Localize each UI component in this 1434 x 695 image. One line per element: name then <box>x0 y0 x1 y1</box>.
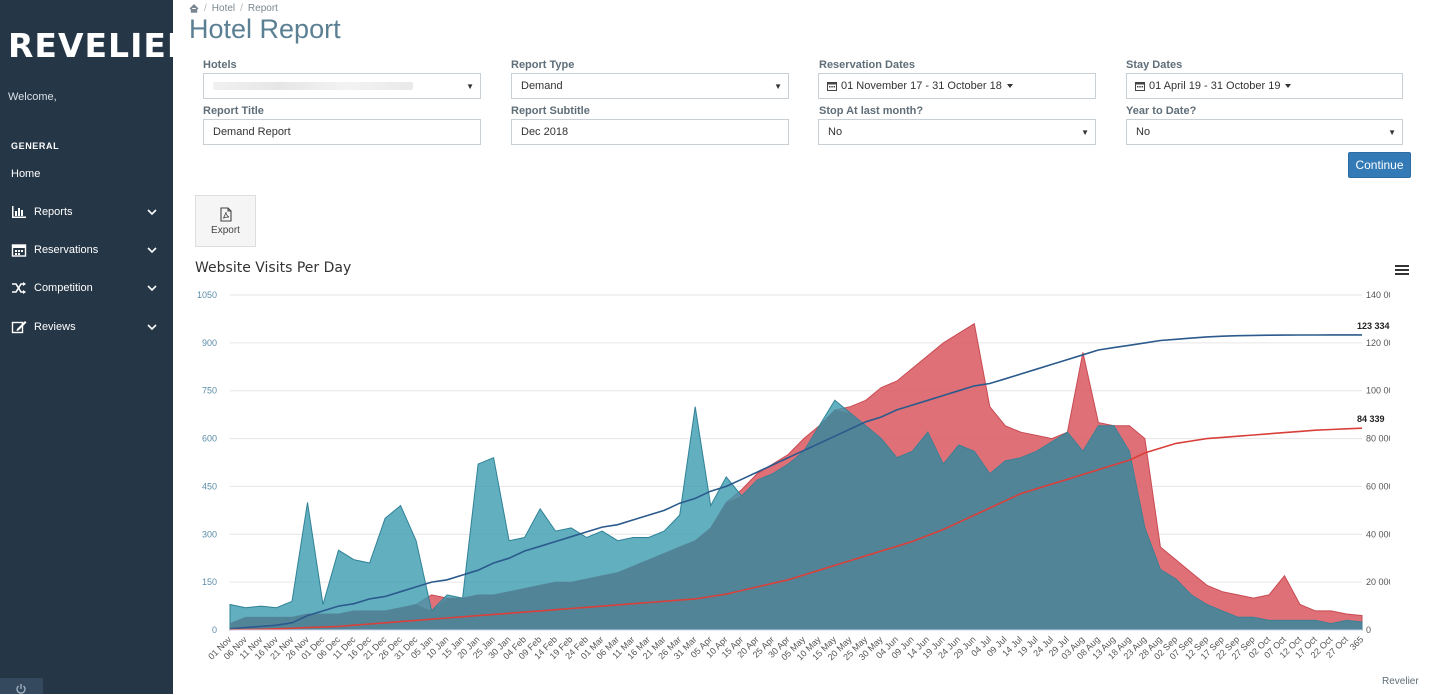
y-axis-right-tick: 80 000 <box>1366 434 1390 444</box>
sidebar-item-label: Reports <box>34 206 73 218</box>
chevron-down-icon: ▼ <box>774 82 782 91</box>
y-axis-left-tick: 1050 <box>197 290 217 300</box>
series-4-end-label: 84 339 <box>1357 414 1385 424</box>
report-title-label: Report Title <box>203 105 264 117</box>
stop-last-month-select[interactable]: No ▼ <box>818 119 1096 145</box>
chevron-down-icon <box>147 324 157 331</box>
sidebar-item-reviews[interactable]: Reviews <box>0 314 173 340</box>
y-axis-left-tick: 750 <box>202 386 217 396</box>
year-to-date-select[interactable]: No ▼ <box>1126 119 1403 145</box>
y-axis-right-tick: 60 000 <box>1366 481 1390 491</box>
chevron-down-icon: ▼ <box>1081 128 1089 137</box>
breadcrumb-separator: / <box>240 3 243 14</box>
y-axis-left-tick: 0 <box>212 625 217 635</box>
chart-title: Website Visits Per Day <box>195 260 352 276</box>
sidebar-item-home[interactable]: Home <box>11 168 41 180</box>
hotels-blurred-value <box>213 82 413 90</box>
y-axis-left-tick: 300 <box>202 529 217 539</box>
power-button[interactable] <box>0 678 43 694</box>
report-type-select[interactable]: Demand ▼ <box>511 73 789 99</box>
report-type-value: Demand <box>521 80 563 92</box>
overlap-area <box>230 409 1362 630</box>
sidebar-item-label: Reviews <box>34 321 76 333</box>
sidebar-item-reservations[interactable]: Reservations <box>0 237 173 263</box>
stay-dates-picker[interactable]: 01 April 19 - 31 October 19 <box>1126 73 1403 99</box>
stay-dates-label: Stay Dates <box>1126 59 1183 71</box>
caret-down-icon <box>1006 84 1013 88</box>
chevron-down-icon <box>147 209 157 216</box>
welcome-text: Welcome, <box>8 91 57 103</box>
calendar-icon <box>1135 82 1145 91</box>
export-button[interactable]: Export <box>195 195 256 247</box>
y-axis-right-tick: 120 000 <box>1366 338 1390 348</box>
reservation-dates-label: Reservation Dates <box>819 59 915 71</box>
logo: REVELIER <box>8 26 194 65</box>
shuffle-icon <box>12 282 26 294</box>
export-label: Export <box>211 224 240 236</box>
report-subtitle-input[interactable]: Dec 2018 <box>511 119 789 145</box>
report-title-value: Demand Report <box>213 126 291 138</box>
y-axis-left-tick: 150 <box>202 577 217 587</box>
y-axis-left-tick: 900 <box>202 338 217 348</box>
pdf-file-icon <box>219 206 232 222</box>
sidebar-section-general: GENERAL <box>11 141 60 151</box>
reservation-dates-value: 01 November 17 - 31 October 18 <box>841 80 1002 92</box>
series-3-end-label: 123 334 <box>1357 321 1390 331</box>
chart-menu-icon[interactable] <box>1395 265 1409 277</box>
x-axis-tick: 365 <box>1348 634 1366 652</box>
breadcrumb-report: Report <box>247 3 278 14</box>
chart-credit: Revelier <box>1382 676 1419 687</box>
page-title: Hotel Report <box>189 14 341 44</box>
continue-button[interactable]: Continue <box>1348 152 1411 178</box>
sidebar-item-label: Competition <box>34 282 93 294</box>
series-4-line <box>229 427 1363 631</box>
chevron-down-icon: ▼ <box>466 82 474 91</box>
caret-down-icon <box>1285 84 1292 88</box>
y-axis-left-tick: 450 <box>202 481 217 491</box>
edit-icon <box>11 321 27 334</box>
report-title-input[interactable]: Demand Report <box>203 119 481 145</box>
y-axis-left-tick: 600 <box>202 434 217 444</box>
sidebar: REVELIER Welcome, GENERAL Home Reports R… <box>0 0 192 694</box>
hotels-select[interactable]: ▼ <box>203 73 481 99</box>
calendar-icon <box>11 244 27 257</box>
year-to-date-label: Year to Date? <box>1126 105 1197 117</box>
chevron-down-icon <box>147 247 157 254</box>
y-axis-right-tick: 40 000 <box>1366 529 1390 539</box>
stay-dates-value: 01 April 19 - 31 October 19 <box>1149 80 1281 92</box>
y-axis-right-tick: 20 000 <box>1366 577 1390 587</box>
series-3-line <box>229 334 1362 630</box>
report-subtitle-value: Dec 2018 <box>521 126 569 138</box>
power-icon <box>16 684 26 694</box>
stop-last-month-value: No <box>828 126 843 138</box>
y-axis-right-tick: 100 000 <box>1366 386 1390 396</box>
breadcrumb-hotel[interactable]: Hotel <box>211 3 236 14</box>
chart-area: 1050 140 000 900 120 000 750 100 000 600 80 000… <box>197 290 1390 662</box>
home-icon[interactable] <box>189 4 199 13</box>
y-axis-right-tick: 0 <box>1366 625 1371 635</box>
sidebar-item-reports[interactable]: Reports <box>0 199 173 225</box>
sidebar-item-label: Reservations <box>34 244 99 256</box>
sidebar-item-competition[interactable]: Competition <box>0 275 173 301</box>
breadcrumb-separator: / <box>204 3 207 14</box>
reservation-dates-picker[interactable]: 01 November 17 - 31 October 18 <box>818 73 1096 99</box>
y-axis-right-tick: 140 000 <box>1366 290 1390 300</box>
stop-last-month-label: Stop At last month? <box>819 105 924 117</box>
hotels-label: Hotels <box>203 59 237 71</box>
breadcrumb: / Hotel / Report <box>189 3 278 14</box>
bar-chart-icon <box>12 206 26 218</box>
chevron-down-icon: ▼ <box>1388 128 1396 137</box>
chevron-down-icon <box>147 285 157 292</box>
calendar-icon <box>827 82 837 91</box>
year-to-date-value: No <box>1136 126 1151 138</box>
report-type-label: Report Type <box>511 59 575 71</box>
report-subtitle-label: Report Subtitle <box>511 105 590 117</box>
